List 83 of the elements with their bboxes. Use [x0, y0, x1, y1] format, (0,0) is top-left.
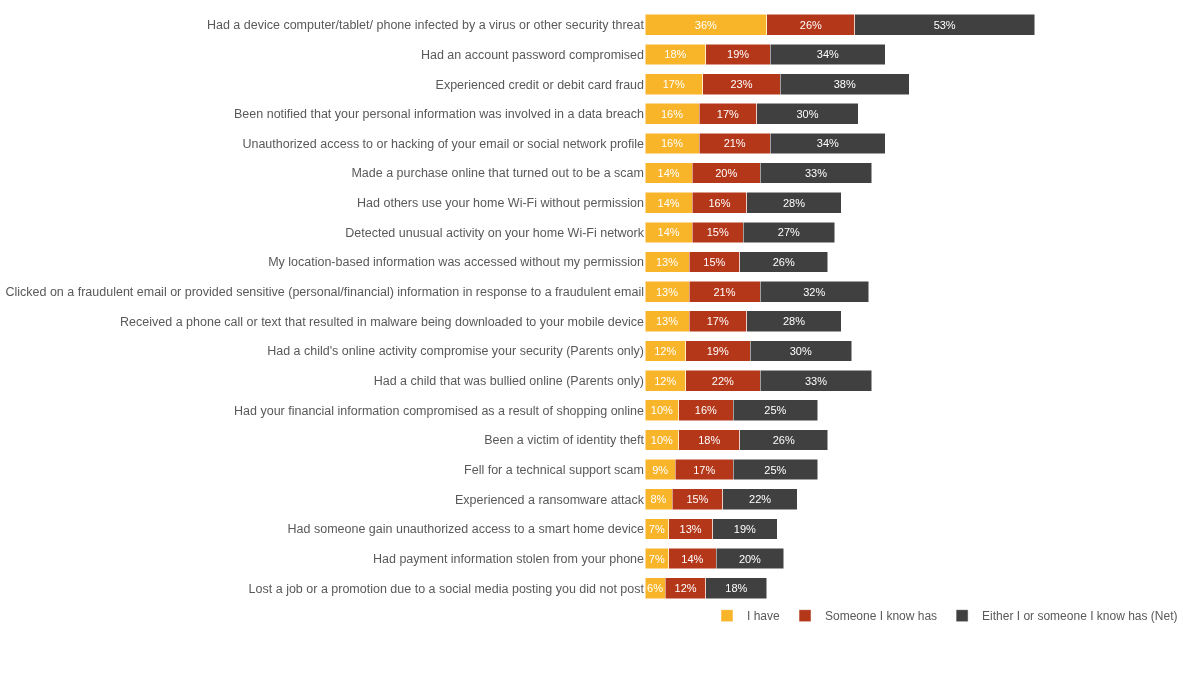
- data-label: 17%: [662, 78, 685, 91]
- y-tick-label: Had your financial information compromised as a result of shopping online: [234, 403, 645, 418]
- data-label: 16%: [660, 107, 684, 120]
- y-tick-label: Had payment information stolen from your phone: [373, 551, 645, 566]
- data-label: 16%: [708, 196, 731, 209]
- data-label: 14%: [657, 226, 680, 239]
- data-label: 33%: [804, 167, 828, 180]
- data-label: 53%: [933, 18, 956, 31]
- data-label: 15%: [703, 256, 726, 269]
- data-label: 34%: [816, 48, 840, 61]
- y-tick-label: Had someone gain unauthorized access to a smart home device: [287, 522, 645, 537]
- data-label: 27%: [777, 226, 801, 239]
- y-tick-label: Had an account password compromised: [420, 47, 645, 62]
- data-label: 12%: [654, 374, 677, 387]
- data-label: 34%: [816, 137, 840, 150]
- data-label: 14%: [657, 167, 680, 180]
- data-label: 6%: [647, 582, 664, 595]
- y-tick-label: Clicked on a fraudulent email or provided sensitive (personal/financial) information in response to a fraudulent email: [5, 285, 644, 300]
- y-tick-label: Received a phone call or text that resulted in malware being downloaded to your mobile device: [120, 314, 645, 329]
- data-label: 28%: [782, 196, 806, 209]
- data-label: 26%: [772, 433, 795, 446]
- data-label: 38%: [833, 78, 856, 91]
- data-label: 25%: [764, 404, 787, 417]
- data-label: 20%: [738, 552, 762, 565]
- data-label: 13%: [655, 285, 679, 298]
- data-label: 16%: [694, 404, 718, 417]
- data-label: 32%: [803, 285, 826, 298]
- data-label: 30%: [796, 107, 819, 120]
- y-tick-label: Had a child that was bullied online (Parents only): [373, 373, 644, 388]
- data-label: 17%: [693, 463, 716, 476]
- data-label: 36%: [694, 18, 718, 31]
- y-tick-label: Experienced credit or debit card fraud: [435, 77, 645, 92]
- data-label: 7%: [648, 552, 665, 565]
- y-tick-label: Experienced a ransomware attack: [455, 492, 645, 507]
- data-label: 22%: [749, 493, 772, 506]
- data-label: 26%: [772, 256, 795, 269]
- y-tick-label: Detected unusual activity on your home Wi-Fi network: [345, 225, 645, 240]
- y-tick-label: Lost a job or a promotion due to a social media posting you did not post: [248, 581, 645, 596]
- y-tick-label: My location-based information was accessed without my permission: [268, 255, 645, 270]
- data-label: 17%: [706, 315, 729, 328]
- data-label: 17%: [716, 107, 740, 120]
- y-tick-label: Made a purchase online that turned out to be a scam: [351, 166, 644, 181]
- data-label: 10%: [650, 404, 674, 417]
- data-label: 12%: [654, 344, 677, 357]
- data-label: 15%: [706, 226, 729, 239]
- data-label: 23%: [730, 78, 753, 91]
- data-label: 19%: [733, 522, 757, 535]
- data-label: 9%: [652, 463, 669, 476]
- data-label: 25%: [764, 463, 787, 476]
- legend-label: Either I or someone I know has (Net): [982, 609, 1178, 624]
- y-tick-label: Had a device computer/tablet/ phone infected by a virus or other security threat: [206, 18, 645, 33]
- data-label: 19%: [727, 48, 750, 61]
- data-label: 20%: [715, 167, 738, 180]
- data-label: 19%: [706, 344, 729, 357]
- data-label: 18%: [725, 582, 748, 595]
- data-label: 12%: [674, 582, 697, 595]
- data-label: 21%: [723, 137, 746, 150]
- data-label: 10%: [650, 433, 674, 446]
- data-label: 21%: [713, 285, 736, 298]
- data-label: 15%: [686, 493, 709, 506]
- data-label: 14%: [681, 552, 704, 565]
- data-label: 26%: [799, 18, 823, 31]
- legend-label: I have: [747, 609, 781, 624]
- y-tick-label: Had a child's online activity compromise your security (Parents only): [267, 344, 644, 359]
- data-label: 14%: [657, 196, 680, 209]
- legend-label: Someone I know has: [825, 609, 938, 624]
- data-label: 28%: [782, 315, 806, 328]
- y-tick-label: Been notified that your personal information was involved in a data breach: [234, 107, 645, 122]
- data-label: 22%: [711, 374, 735, 387]
- data-label: 7%: [648, 522, 665, 535]
- data-label: 33%: [804, 374, 828, 387]
- data-label: 13%: [655, 315, 679, 328]
- data-label: 18%: [698, 433, 721, 446]
- y-tick-label: Had others use your home Wi-Fi without permission: [357, 196, 645, 211]
- data-label: 16%: [660, 137, 684, 150]
- data-label: 30%: [789, 344, 812, 357]
- y-tick-label: Fell for a technical support scam: [464, 462, 644, 477]
- data-label: 8%: [650, 493, 667, 506]
- y-tick-label: Unauthorized access to or hacking of your email or social network profile: [242, 136, 645, 151]
- y-tick-label: Been a victim of identity theft: [484, 433, 645, 448]
- data-label: 13%: [679, 522, 702, 535]
- data-label: 18%: [664, 48, 687, 61]
- data-label: 13%: [655, 256, 679, 269]
